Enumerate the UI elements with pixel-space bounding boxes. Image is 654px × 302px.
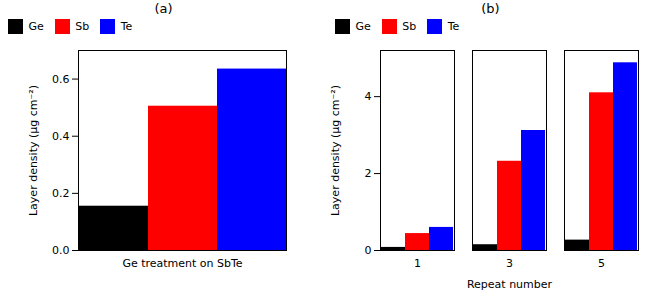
svg-text:Ge treatment on SbTe: Ge treatment on SbTe bbox=[122, 257, 242, 270]
html-text:Te: Te bbox=[447, 19, 460, 33]
html-text:(a): (a) bbox=[154, 1, 173, 16]
svg-text:5: 5 bbox=[598, 257, 605, 270]
svg-text:0: 0 bbox=[365, 244, 372, 257]
svg-text:Layer density (μg cm⁻²): Layer density (μg cm⁻²) bbox=[27, 85, 40, 216]
svg-text:1: 1 bbox=[414, 257, 421, 270]
svg-text:Layer density (μg cm⁻²): Layer density (μg cm⁻²) bbox=[329, 85, 342, 216]
svg-text:Repeat number: Repeat number bbox=[467, 278, 553, 291]
svg-text:3: 3 bbox=[506, 257, 513, 270]
html-text:Ge: Ge bbox=[28, 19, 44, 33]
html-text:Sb: Sb bbox=[402, 19, 417, 33]
svg-text:0.2: 0.2 bbox=[52, 187, 70, 200]
html-text:Ge: Ge bbox=[355, 19, 371, 33]
svg-text:4: 4 bbox=[365, 90, 372, 103]
svg-text:2: 2 bbox=[365, 167, 372, 180]
html-text:Te: Te bbox=[120, 19, 133, 33]
svg-text:0.4: 0.4 bbox=[52, 130, 70, 143]
html-text:Sb: Sb bbox=[75, 19, 90, 33]
html-text:(b): (b) bbox=[481, 1, 500, 16]
svg-text:0.6: 0.6 bbox=[52, 73, 70, 86]
svg-text:0.0: 0.0 bbox=[52, 244, 70, 257]
